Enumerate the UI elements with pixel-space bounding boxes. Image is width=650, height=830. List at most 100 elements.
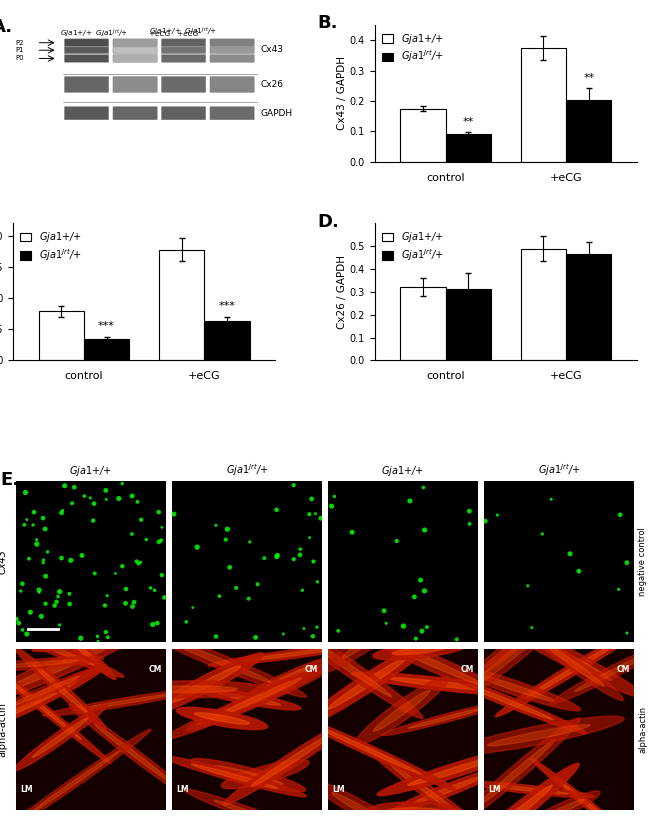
Ellipse shape (419, 665, 587, 734)
Bar (159, 250, 204, 360)
Point (66, 554, 76, 567)
Ellipse shape (453, 716, 624, 754)
Point (131, 554, 142, 568)
Text: Cx43: Cx43 (261, 45, 284, 54)
Ellipse shape (0, 657, 103, 671)
Point (90, 567, 100, 580)
Point (523, 579, 533, 593)
Text: $Gja1^{Jrt}$/+: $Gja1^{Jrt}$/+ (538, 462, 580, 478)
Point (121, 583, 131, 596)
Ellipse shape (32, 718, 88, 758)
Point (271, 503, 281, 516)
Ellipse shape (58, 635, 138, 647)
Ellipse shape (445, 764, 579, 830)
Point (154, 535, 164, 549)
Point (77, 549, 87, 562)
Point (272, 549, 283, 562)
Point (289, 478, 299, 491)
Ellipse shape (343, 623, 517, 701)
Point (152, 617, 162, 630)
Point (565, 547, 575, 560)
Ellipse shape (221, 759, 309, 788)
Ellipse shape (69, 705, 200, 803)
Legend: $Gja1$+/+, $Gja1^{Jrt}$/+: $Gja1$+/+, $Gja1^{Jrt}$/+ (380, 30, 446, 66)
Ellipse shape (351, 672, 531, 696)
Ellipse shape (385, 808, 443, 815)
Text: LM: LM (332, 785, 345, 794)
Point (312, 575, 322, 588)
Text: +eCG: +eCG (550, 173, 582, 183)
Point (24, 552, 34, 565)
Ellipse shape (129, 623, 306, 697)
Point (294, 549, 305, 562)
Point (38, 556, 49, 569)
Ellipse shape (450, 665, 580, 710)
Ellipse shape (279, 709, 457, 791)
Ellipse shape (29, 750, 120, 814)
Ellipse shape (191, 764, 278, 788)
Point (114, 492, 124, 505)
Point (18, 623, 28, 637)
Point (347, 525, 358, 539)
Point (150, 583, 160, 597)
Point (101, 626, 111, 639)
Point (398, 619, 409, 632)
Point (307, 630, 318, 643)
Point (67, 496, 77, 510)
Ellipse shape (374, 691, 430, 731)
Text: $Gja1$+/+: $Gja1$+/+ (382, 464, 424, 478)
Ellipse shape (510, 627, 612, 680)
Point (537, 527, 547, 540)
Ellipse shape (367, 802, 463, 821)
Point (250, 631, 261, 644)
Point (211, 519, 221, 532)
Point (88, 514, 98, 527)
Ellipse shape (251, 732, 334, 787)
Bar (521, 249, 566, 360)
Ellipse shape (531, 759, 650, 830)
Point (526, 621, 537, 634)
Point (464, 505, 474, 518)
Point (57, 506, 67, 520)
Ellipse shape (377, 745, 531, 796)
Ellipse shape (467, 618, 550, 681)
Point (129, 595, 139, 608)
Ellipse shape (1, 660, 78, 667)
FancyBboxPatch shape (161, 55, 205, 62)
Ellipse shape (495, 623, 649, 716)
Point (133, 496, 143, 509)
Point (316, 511, 326, 525)
Point (32, 538, 42, 551)
Ellipse shape (95, 725, 173, 784)
Point (181, 615, 192, 628)
Point (306, 492, 317, 505)
Point (224, 560, 235, 574)
Point (19, 518, 29, 531)
Ellipse shape (75, 694, 173, 710)
Ellipse shape (382, 700, 514, 735)
Point (103, 631, 113, 644)
Point (304, 531, 315, 544)
Ellipse shape (300, 638, 436, 727)
Ellipse shape (218, 693, 280, 705)
Ellipse shape (315, 725, 421, 774)
Point (38, 511, 48, 525)
Point (29, 505, 39, 519)
Ellipse shape (0, 669, 82, 740)
FancyBboxPatch shape (64, 39, 109, 46)
Point (405, 495, 415, 508)
Ellipse shape (556, 779, 630, 830)
Ellipse shape (32, 630, 165, 652)
Ellipse shape (176, 707, 268, 730)
Point (117, 477, 127, 491)
Ellipse shape (322, 603, 421, 672)
Bar (84, 339, 129, 360)
Text: $Gja1^{Jrt}$/+: $Gja1^{Jrt}$/+ (226, 462, 268, 478)
Point (297, 583, 307, 597)
Ellipse shape (0, 617, 124, 677)
Ellipse shape (4, 629, 94, 665)
Point (159, 591, 170, 604)
Ellipse shape (365, 745, 489, 830)
Ellipse shape (527, 631, 623, 701)
Point (574, 564, 584, 578)
